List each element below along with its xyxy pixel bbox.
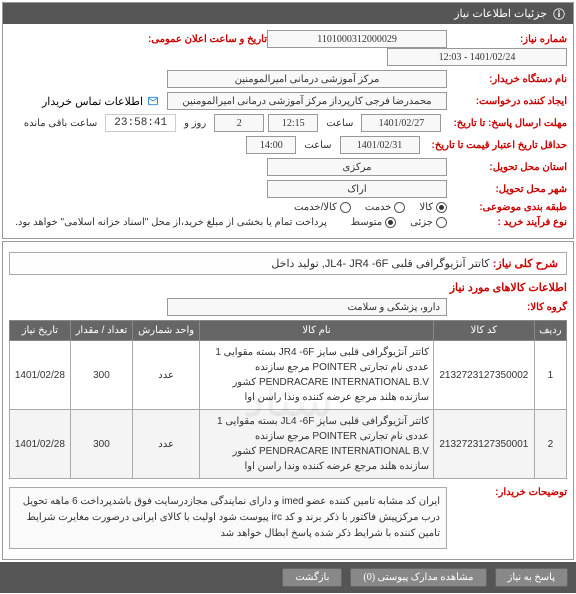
creator-label: ایجاد کننده درخواست: bbox=[447, 96, 567, 107]
process-radio-group: جزئی متوسط bbox=[351, 217, 447, 228]
radio-low[interactable]: جزئی bbox=[410, 217, 447, 228]
need-desc-value: کاتتر آنژیوگرافی قلبی JL4- JR4 -6F, تولی… bbox=[271, 258, 489, 270]
day-label: روز و bbox=[180, 118, 210, 129]
min-credit-time: 14:00 bbox=[246, 136, 296, 154]
attachments-button[interactable]: مشاهده مدارک پیوستی (0) bbox=[350, 568, 486, 587]
city-label: شهر محل تحویل: bbox=[447, 184, 567, 195]
contact-icon bbox=[147, 95, 159, 107]
back-button[interactable]: بازگشت bbox=[282, 568, 342, 587]
table-row: 2 2132723127350001 کاتتر آنژیوگرافی قلبی… bbox=[10, 410, 567, 479]
radio-goods[interactable]: کالا bbox=[419, 202, 447, 213]
deadline-time: 12:15 bbox=[268, 114, 318, 132]
city-value: اراک bbox=[267, 180, 447, 198]
creator-value: محمدرضا فرجی کارپرداز مرکز آموزشی درمانی… bbox=[167, 92, 447, 110]
purchase-note: پرداخت تمام یا بخشی از مبلغ خرید،از محل … bbox=[11, 217, 331, 228]
th-date: تاریخ نیاز bbox=[10, 321, 71, 341]
th-row: ردیف bbox=[534, 321, 566, 341]
buyer-org-value: مرکز آموزشی درمانی امیرالمومنین bbox=[167, 70, 447, 88]
radio-dot-icon bbox=[436, 217, 447, 228]
category-radio-group: کالا خدمت کالا/خدمت bbox=[294, 202, 447, 213]
radio-both[interactable]: کالا/خدمت bbox=[294, 202, 351, 213]
buyer-notes-text: ایران کد مشابه تامین کننده عضو imed و دا… bbox=[9, 487, 447, 549]
table-row: 1 2132723127350002 کاتتر آنژیوگرافی قلبی… bbox=[10, 341, 567, 410]
time-label-1: ساعت bbox=[322, 118, 357, 129]
items-table: ردیف کد کالا نام کالا واحد شمارش تعداد /… bbox=[9, 320, 567, 479]
buyer-notes-label: توضیحات خریدار: bbox=[447, 487, 567, 498]
days-remaining: 2 bbox=[214, 114, 264, 132]
time-label-2: ساعت bbox=[300, 140, 335, 151]
radio-dot-icon bbox=[385, 217, 396, 228]
group-label: گروه کالا: bbox=[447, 302, 567, 313]
radio-mid[interactable]: متوسط bbox=[351, 217, 396, 228]
announce-label: تاریخ و ساعت اعلان عمومی: bbox=[107, 34, 267, 45]
province-value: مرکزی bbox=[267, 158, 447, 176]
info-icon bbox=[553, 8, 565, 20]
process-label: نوع فرآیند خرید : bbox=[447, 217, 567, 228]
announce-value: 1401/02/24 - 12:03 bbox=[387, 48, 567, 66]
radio-dot-icon bbox=[436, 202, 447, 213]
need-number-label: شماره نیاز: bbox=[447, 34, 567, 45]
deadline-label: مهلت ارسال پاسخ: تا تاریخ: bbox=[445, 118, 567, 129]
need-desc-box: شرح کلی نیاز: کاتتر آنژیوگرافی قلبی JL4-… bbox=[9, 252, 567, 275]
buyer-contact-link[interactable]: اطلاعات تماس خریدار bbox=[42, 95, 159, 108]
th-unit: واحد شمارش bbox=[133, 321, 200, 341]
province-label: استان محل تحویل: bbox=[447, 162, 567, 173]
remaining-label: ساعت باقی مانده bbox=[20, 118, 101, 129]
items-section-title: اطلاعات کالاهای مورد نیاز bbox=[9, 281, 567, 294]
panel-title: جزئیات اطلاعات نیاز bbox=[454, 7, 547, 20]
deadline-date: 1401/02/27 bbox=[361, 114, 441, 132]
buyer-org-label: نام دستگاه خریدار: bbox=[447, 74, 567, 85]
radio-dot-icon bbox=[340, 202, 351, 213]
min-credit-date: 1401/02/31 bbox=[340, 136, 420, 154]
category-label: طبقه بندی موضوعی: bbox=[447, 202, 567, 213]
th-qty: تعداد / مقدار bbox=[70, 321, 132, 341]
panel-header: جزئیات اطلاعات نیاز bbox=[3, 3, 573, 24]
footer-bar: پاسخ به نیاز مشاهده مدارک پیوستی (0) باز… bbox=[0, 562, 576, 593]
min-credit-label: حداقل تاریخ اعتبار قیمت تا تاریخ: bbox=[424, 140, 567, 151]
th-name: نام کالا bbox=[200, 321, 434, 341]
need-number-value: 1101000312000029 bbox=[267, 30, 447, 48]
respond-button[interactable]: پاسخ به نیاز bbox=[495, 568, 569, 587]
radio-service[interactable]: خدمت bbox=[365, 202, 406, 213]
group-value: دارو، پزشکی و سلامت bbox=[167, 298, 447, 316]
radio-dot-icon bbox=[394, 202, 405, 213]
buyer-contact-text: اطلاعات تماس خریدار bbox=[42, 95, 143, 108]
th-code: کد کالا bbox=[433, 321, 534, 341]
countdown-timer: 23:58:41 bbox=[105, 114, 176, 132]
need-desc-label: شرح کلی نیاز: bbox=[493, 258, 558, 270]
